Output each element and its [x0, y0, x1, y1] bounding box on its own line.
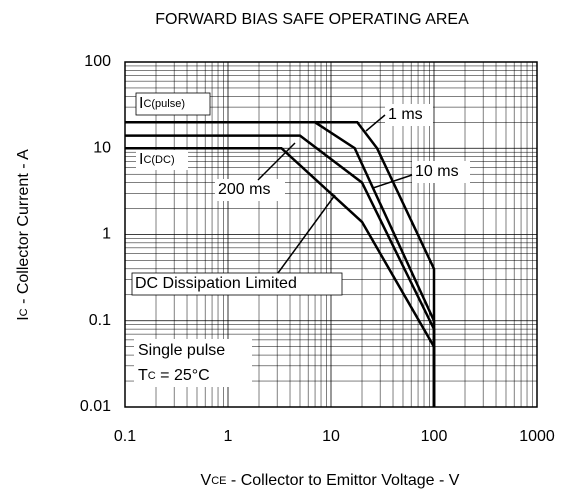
x-tick-label: 100 [421, 428, 448, 445]
x-axis-label: VCE - Collector to Emittor Voltage - V [201, 472, 460, 489]
label-box [135, 92, 211, 116]
y-tick-label: 10 [93, 139, 111, 156]
chart-title: FORWARD BIAS SAFE OPERATING AREA [155, 11, 469, 28]
series-line [125, 147, 436, 407]
grid [124, 61, 538, 408]
y-tick-label: 0.1 [89, 312, 111, 329]
arrow [365, 114, 386, 132]
ic-dc-label: IC(DC) [139, 151, 175, 168]
x-tick-label: 1000 [519, 428, 555, 445]
plot-frame [124, 61, 538, 408]
label-box [134, 339, 252, 387]
note: Single pulse [138, 342, 225, 359]
label-box [412, 161, 470, 183]
x-tick-label: 1 [224, 428, 233, 445]
label-box [385, 104, 433, 126]
arrow [257, 142, 296, 181]
label-box [215, 179, 285, 201]
y-tick-label: 0.01 [80, 398, 111, 415]
series-label: 10 ms [415, 163, 459, 180]
annotations: IC(pulse) IC(DC) 1 ms 10 ms 200 ms DC Di… [131, 92, 470, 387]
y-axis-label: IC - Collector Current - A [15, 149, 32, 321]
note: TC = 25°C [138, 367, 210, 384]
x-tick-label: 0.1 [114, 428, 136, 445]
y-tick-label: 1 [102, 226, 111, 243]
series-label: DC Dissipation Limited [135, 275, 297, 292]
label-box [136, 150, 188, 170]
ic-pulse-label: IC(pulse) [139, 95, 185, 112]
series-label: 1 ms [388, 106, 423, 123]
label-box [131, 272, 343, 296]
series-label: 200 ms [218, 181, 270, 198]
y-tick-label: 100 [84, 53, 111, 70]
arrow [372, 174, 413, 189]
x-tick-label: 10 [322, 428, 340, 445]
lines [125, 121, 436, 407]
arrow [277, 194, 336, 274]
